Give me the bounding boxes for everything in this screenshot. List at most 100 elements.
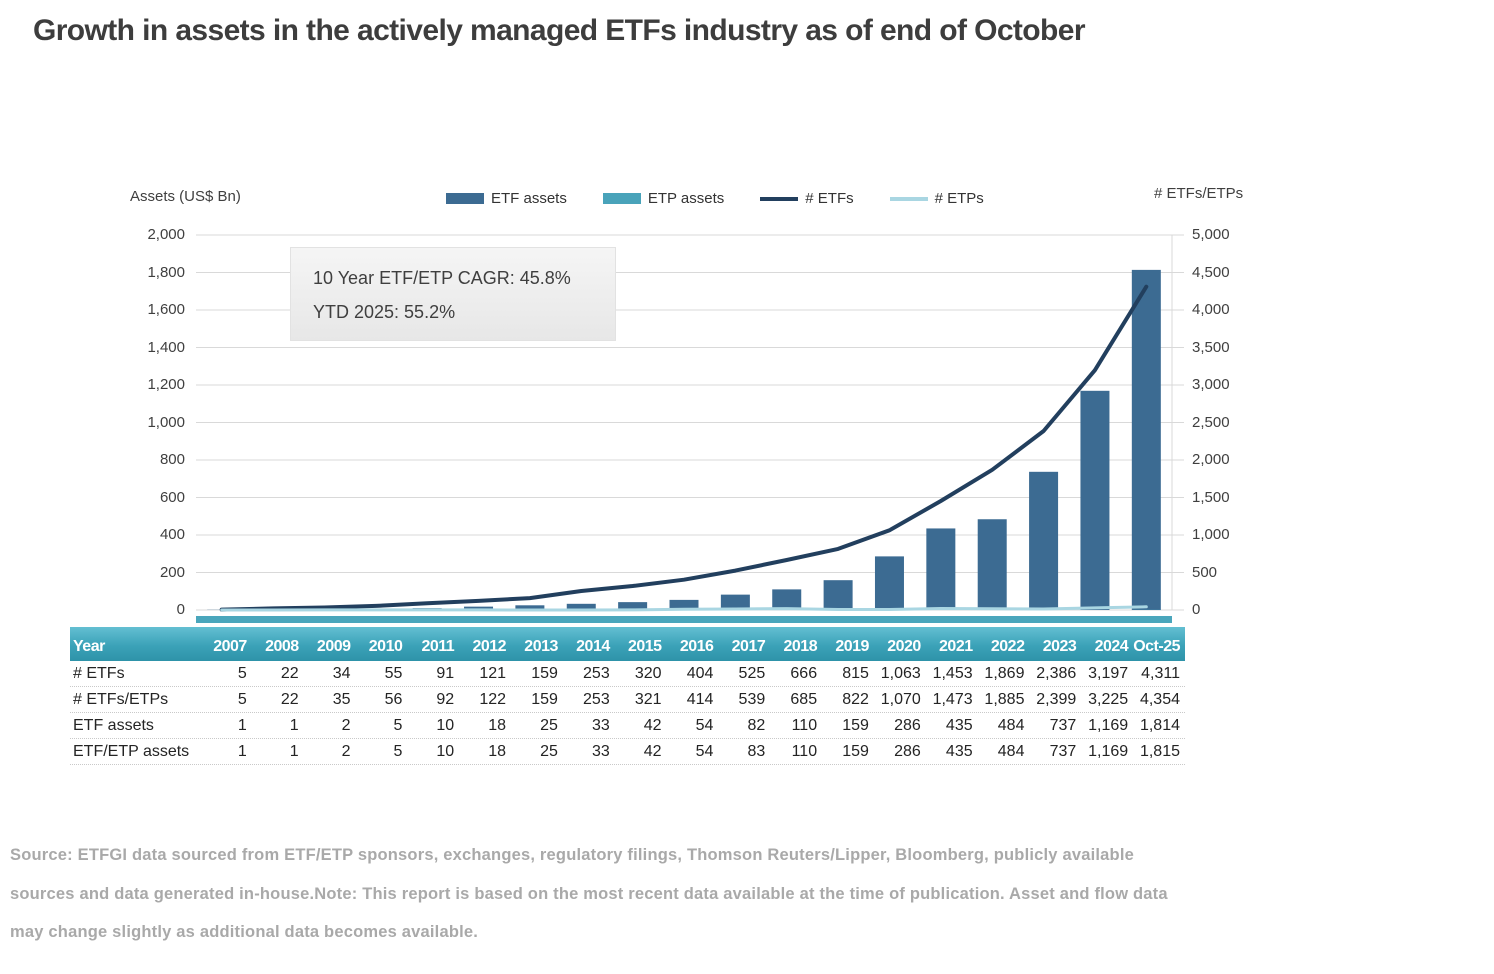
table-cell: 435 [945, 716, 973, 734]
table-cell: 1,453 [932, 664, 973, 682]
legend-bar-swatch-etp-assets-icon [602, 193, 641, 204]
bar-etf-assets-2014 [566, 603, 596, 610]
line-etps [220, 605, 1148, 612]
left-axis-tick-label: 400 [159, 526, 185, 543]
bar-etf-assets-2018 [772, 589, 802, 611]
table-cell: 122 [479, 690, 507, 708]
table-header-row: Year 2007 2008 2009 2010 2011 2012 2013 2014 2015… [70, 627, 1185, 661]
table-cell: 55 [384, 664, 403, 682]
table-header-year-label: Year [73, 638, 105, 655]
row-label: # ETFs/ETPs [73, 690, 169, 708]
table-cell: 54 [695, 716, 714, 734]
table-cell: 110 [791, 716, 818, 734]
bar-etf-assets-2019 [823, 580, 853, 610]
bar-etf-assets-2022 [977, 519, 1007, 610]
table-cell: 92 [436, 690, 455, 708]
table-header-cell: 2017 [731, 638, 766, 655]
right-axis-tick-label: 0 [1192, 601, 1201, 618]
table-header-cell: 2018 [783, 638, 818, 655]
bar-etf-assets-2023 [1029, 471, 1059, 610]
table-cell: 435 [945, 742, 973, 760]
left-axis-tick-label: 1,200 [147, 376, 185, 393]
table-header-cell: 2019 [835, 638, 869, 655]
legend-label: ETP assets [647, 190, 725, 207]
table-cell: 91 [436, 664, 455, 682]
table-cell: 10 [436, 716, 455, 734]
table-cell: 253 [583, 690, 610, 708]
table-cell: 5 [237, 690, 247, 708]
table-cell: 25 [540, 742, 558, 760]
bar-etf-assets-2015 [618, 602, 648, 611]
table-cell: 1,473 [932, 690, 973, 708]
left-axis-tick-label: 2,000 [147, 226, 185, 243]
table-cell: 18 [488, 742, 507, 760]
bar-etf-assets-2016 [669, 599, 699, 611]
left-axis-title: Assets (US$ Bn) [130, 188, 241, 205]
table-cell: 1 [289, 742, 299, 760]
bar-etf-assets-2020 [874, 556, 904, 610]
table-header-cell: 2022 [990, 638, 1025, 655]
table-cell: 54 [695, 742, 714, 760]
legend-label: # ETPs [934, 190, 984, 207]
table-cell: 5 [393, 716, 403, 734]
source-note: Source: ETFGI data sourced from ETF/ETP … [10, 836, 1410, 952]
table-header-cell: 2009 [316, 638, 351, 655]
table-header-cell: 2012 [472, 638, 507, 655]
row-label: # ETFs [73, 664, 125, 682]
table-cell: 10 [436, 742, 455, 760]
table-cell: 18 [488, 716, 507, 734]
table-row-etfs: # ETFs 5 22 34 55 91 121 159 253 320 404 525 666 815 1… [70, 661, 1185, 687]
bar-etf-assets-2013 [515, 605, 545, 610]
table-cell: 685 [790, 690, 818, 708]
source-note-line: Source: ETFGI data sourced from ETF/ETP … [10, 846, 1134, 864]
table-cell: 539 [738, 690, 766, 708]
table-cell: 1,814 [1139, 716, 1180, 734]
left-axis-tick-label: 1,800 [147, 263, 185, 281]
table-cell: 484 [997, 716, 1025, 734]
table-cell: 33 [591, 716, 610, 734]
table-cell: 1 [237, 742, 247, 760]
table-cell: 484 [997, 742, 1025, 760]
right-axis-tick-label: 5,000 [1192, 226, 1230, 243]
cagr-annotation-line1: 10 Year ETF/ETP CAGR: 45.8% [313, 268, 571, 288]
table-cell: 1,869 [984, 664, 1025, 682]
table-cell: 253 [583, 664, 610, 682]
table-cell: 22 [280, 664, 299, 682]
table-cell: 1,885 [984, 690, 1025, 708]
legend-item-etp-assets: ETP assets [602, 190, 725, 207]
line-etfs [219, 284, 1149, 612]
right-axis-tick-label: 2,500 [1192, 413, 1230, 431]
legend-item-etf-assets: ETF assets [446, 190, 567, 207]
row-label: ETF/ETP assets [73, 742, 190, 760]
table-cell: 56 [384, 690, 403, 708]
cagr-annotation-line2: YTD 2025: 55.2% [313, 302, 456, 322]
table-header-cell: 2007 [213, 638, 247, 655]
bar-etf-assets-oct-25 [1131, 269, 1161, 611]
right-axis-tick-label: 3,000 [1192, 376, 1230, 393]
table-header-cell: 2023 [1042, 638, 1077, 655]
legend-line-swatch-etfs-icon [760, 196, 799, 201]
table-cell: 2,399 [1036, 690, 1077, 708]
table-cell: 159 [531, 690, 558, 708]
table-cell: 4,311 [1141, 664, 1180, 682]
left-axis-tick-label: 600 [159, 488, 185, 506]
left-axis-tick-label: 0 [176, 601, 185, 618]
table-cell: 121 [479, 664, 507, 682]
right-axis-tick-label: 2,000 [1192, 451, 1230, 468]
table-header-cell: 2014 [576, 638, 610, 655]
table-cell: 159 [842, 716, 869, 734]
table-cell: 414 [686, 690, 714, 708]
table-cell: 1 [237, 716, 247, 734]
table-cell: 1,063 [880, 664, 921, 682]
bar-etf-assets-2017 [720, 594, 750, 611]
axis-accent-strip [196, 616, 1172, 623]
table-header-cell: Oct-25 [1133, 638, 1180, 655]
table-cell: 815 [842, 664, 869, 682]
legend-line-swatch-etps-icon [889, 196, 928, 201]
table-cell: 2 [341, 716, 351, 734]
right-axis-tick-label: 1,000 [1192, 526, 1230, 543]
table-cell: 2 [341, 742, 351, 760]
table-cell: 159 [842, 742, 869, 760]
bar-etf-assets-2012 [464, 606, 494, 610]
